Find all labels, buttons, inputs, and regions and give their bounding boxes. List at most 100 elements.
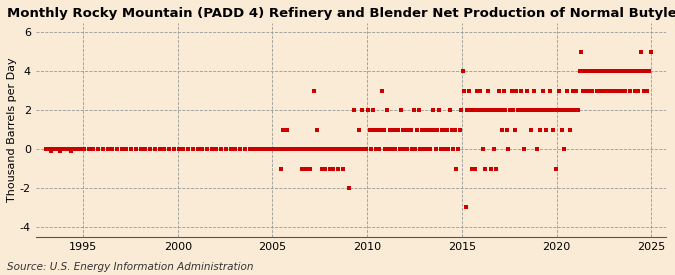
Point	[399, 147, 410, 151]
Point	[495, 108, 506, 112]
Point	[402, 147, 413, 151]
Point	[240, 147, 250, 151]
Point	[298, 147, 308, 151]
Point	[59, 147, 70, 151]
Point	[568, 89, 578, 93]
Point	[539, 108, 550, 112]
Point	[61, 147, 72, 151]
Point	[230, 147, 241, 151]
Point	[579, 69, 590, 73]
Point	[130, 147, 141, 151]
Point	[50, 147, 61, 151]
Point	[514, 108, 525, 112]
Point	[558, 147, 569, 151]
Point	[599, 69, 610, 73]
Point	[629, 89, 640, 93]
Point	[524, 108, 535, 112]
Point	[296, 166, 307, 171]
Point	[250, 147, 261, 151]
Point	[314, 147, 325, 151]
Point	[566, 108, 577, 112]
Point	[267, 147, 277, 151]
Point	[472, 89, 483, 93]
Point	[452, 147, 463, 151]
Point	[374, 147, 385, 151]
Point	[571, 89, 582, 93]
Point	[486, 166, 497, 171]
Point	[462, 108, 473, 112]
Point	[287, 147, 298, 151]
Point	[437, 127, 448, 132]
Point	[388, 127, 399, 132]
Point	[493, 89, 504, 93]
Point	[628, 69, 639, 73]
Point	[235, 147, 246, 151]
Point	[645, 50, 656, 54]
Point	[506, 89, 517, 93]
Point	[164, 147, 175, 151]
Point	[381, 108, 392, 112]
Point	[263, 147, 274, 151]
Point	[364, 127, 375, 132]
Point	[622, 69, 632, 73]
Point	[580, 89, 591, 93]
Point	[456, 108, 466, 112]
Point	[310, 147, 321, 151]
Point	[451, 166, 462, 171]
Point	[624, 89, 635, 93]
Point	[244, 147, 255, 151]
Point	[468, 108, 479, 112]
Point	[372, 127, 383, 132]
Point	[207, 147, 217, 151]
Point	[288, 147, 299, 151]
Point	[497, 127, 508, 132]
Point	[536, 108, 547, 112]
Point	[290, 147, 301, 151]
Point	[301, 166, 312, 171]
Point	[68, 147, 78, 151]
Point	[577, 89, 588, 93]
Point	[433, 108, 444, 112]
Point	[282, 127, 293, 132]
Point	[66, 149, 77, 153]
Point	[512, 108, 523, 112]
Point	[320, 166, 331, 171]
Point	[321, 147, 332, 151]
Point	[295, 147, 306, 151]
Point	[394, 147, 405, 151]
Point	[216, 147, 227, 151]
Point	[396, 108, 406, 112]
Point	[350, 147, 360, 151]
Point	[426, 127, 437, 132]
Point	[265, 147, 275, 151]
Point	[470, 166, 481, 171]
Point	[479, 166, 490, 171]
Point	[325, 166, 335, 171]
Point	[77, 147, 88, 151]
Point	[550, 166, 561, 171]
Point	[454, 127, 465, 132]
Point	[541, 127, 551, 132]
Point	[634, 69, 645, 73]
Point	[489, 147, 500, 151]
Point	[345, 147, 356, 151]
Point	[584, 89, 595, 93]
Point	[273, 147, 284, 151]
Point	[423, 127, 433, 132]
Point	[554, 89, 564, 93]
Point	[344, 186, 354, 190]
Point	[608, 89, 618, 93]
Point	[598, 89, 609, 93]
Point	[587, 89, 597, 93]
Point	[483, 89, 493, 93]
Point	[173, 147, 184, 151]
Point	[317, 166, 327, 171]
Point	[531, 147, 542, 151]
Point	[347, 147, 358, 151]
Point	[525, 127, 536, 132]
Point	[464, 89, 475, 93]
Point	[413, 108, 424, 112]
Point	[63, 147, 74, 151]
Point	[369, 127, 380, 132]
Point	[547, 127, 558, 132]
